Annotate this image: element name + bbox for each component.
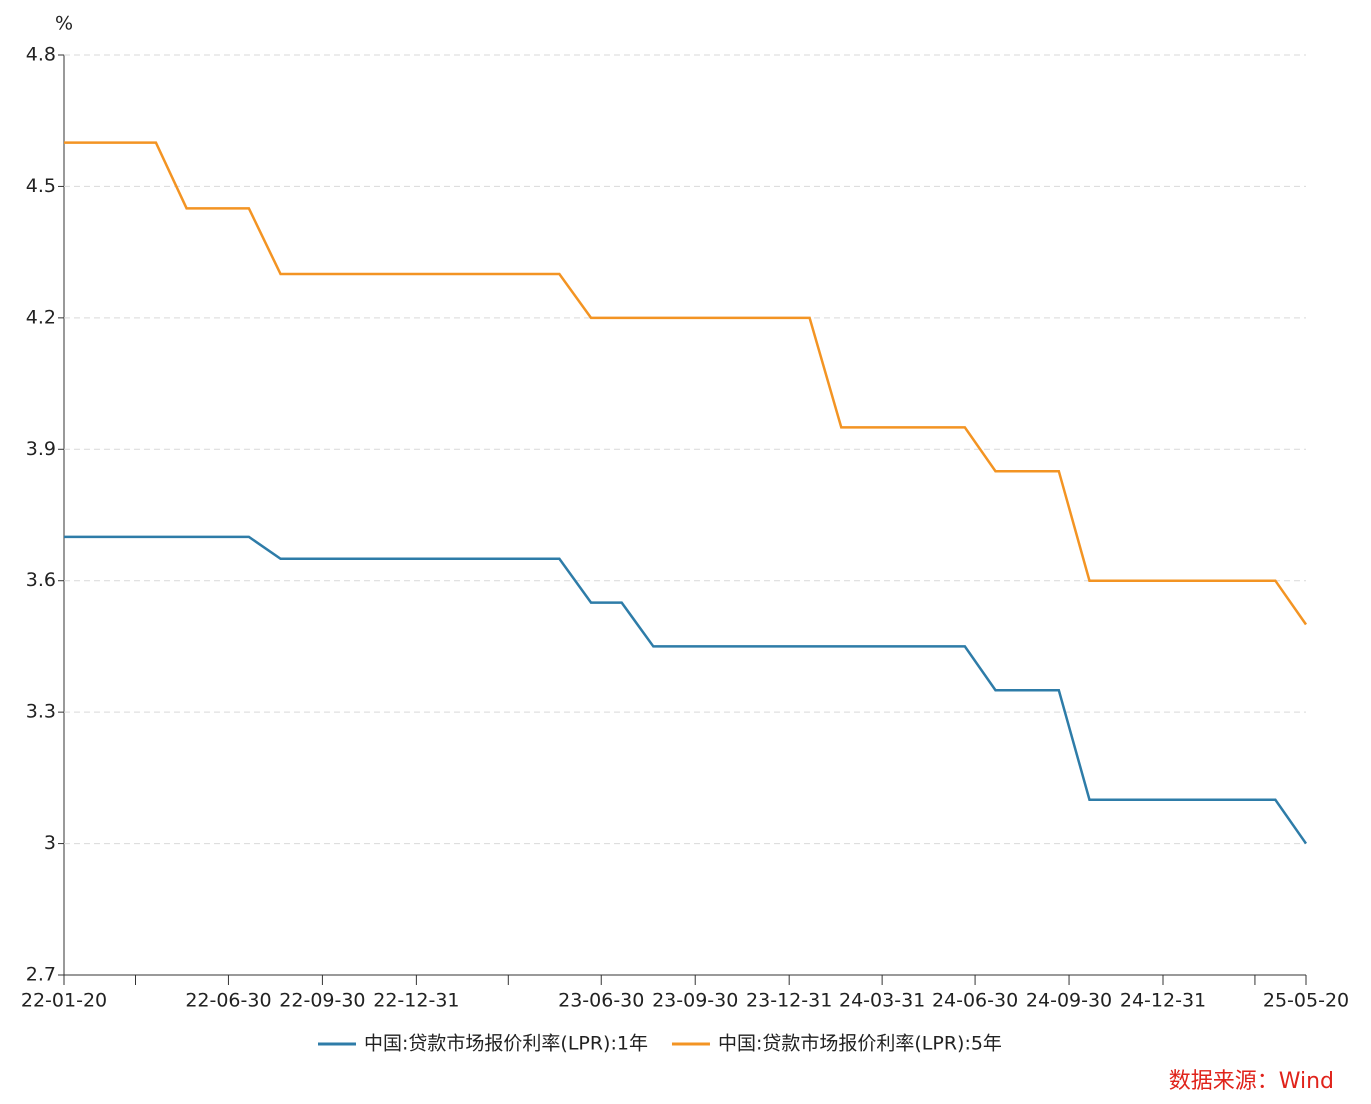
x-tick-label: 23-09-30 — [652, 990, 738, 1012]
x-tick-label: 23-12-31 — [746, 990, 832, 1012]
y-tick-label: 2.7 — [26, 964, 56, 986]
x-tick-label: 22-12-31 — [373, 990, 459, 1012]
x-tick-label: 22-06-30 — [185, 990, 271, 1012]
x-tick-label: 24-06-30 — [932, 990, 1018, 1012]
line-series — [64, 141, 1308, 626]
y-tick-label: 4.5 — [26, 175, 56, 197]
x-tick-label: 24-12-31 — [1120, 990, 1206, 1012]
legend-label: 中国:贷款市场报价利率(LPR):5年 — [718, 1033, 1002, 1055]
x-tick-label: 24-09-30 — [1026, 990, 1112, 1012]
y-tick-label: 3.9 — [26, 438, 56, 460]
y-axis-unit: % — [55, 13, 73, 35]
y-tick-label: 3.6 — [26, 569, 56, 591]
x-tick-label: 22-09-30 — [279, 990, 365, 1012]
y-tick-label: 3 — [44, 832, 56, 854]
x-tick-label: 23-06-30 — [558, 990, 644, 1012]
y-tick-label: 4.8 — [26, 44, 56, 66]
y-tick-label: 4.2 — [26, 306, 56, 328]
source-note: 数据来源：Wind — [1169, 1069, 1334, 1094]
x-tick-label: 25-05-20 — [1263, 990, 1349, 1012]
line-series — [64, 535, 1308, 845]
legend-label: 中国:贷款市场报价利率(LPR):1年 — [364, 1033, 648, 1055]
x-tick-label: 22-01-20 — [21, 990, 107, 1012]
y-tick-label: 3.3 — [26, 701, 56, 723]
x-tick-label: 24-03-31 — [839, 990, 925, 1012]
